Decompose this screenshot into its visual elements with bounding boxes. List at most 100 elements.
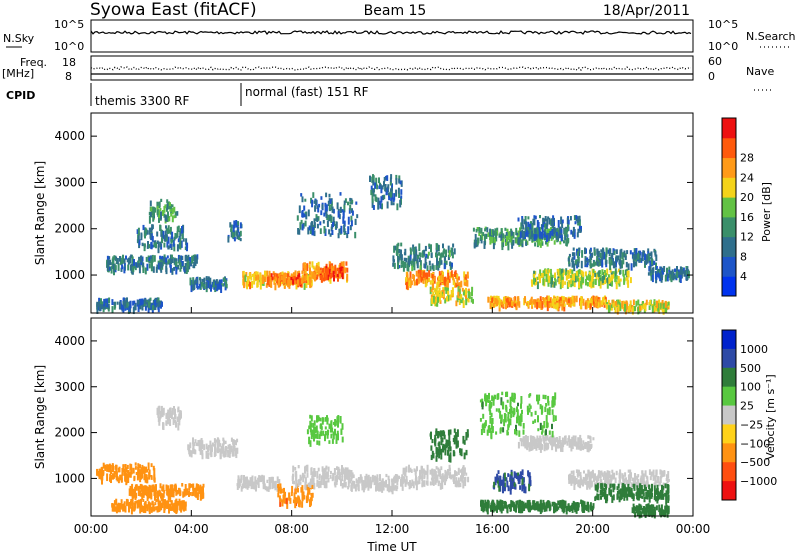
data-cell [609,277,612,283]
data-cell [429,280,432,285]
data-cell [214,285,217,289]
data-cell [590,443,593,448]
data-cell [429,265,432,272]
data-cell [394,485,397,489]
data-cell [330,433,333,439]
data-cell [512,410,515,418]
data-cell [166,203,169,210]
data-cell [165,484,168,491]
data-cell [201,449,204,456]
data-cell [380,196,383,203]
data-cell [260,278,262,285]
data-cell [239,222,242,229]
data-cell [618,268,620,273]
plot-title: Syowa East (fitACF) [90,0,257,20]
data-cell [305,280,308,289]
data-cell [463,271,466,278]
data-cell [199,439,202,444]
power-colorbar-swatch [722,256,736,277]
data-cell [192,488,195,496]
data-cell [533,218,536,226]
data-cell [185,258,188,262]
data-cell [318,473,321,479]
data-cell [431,263,434,270]
data-cell [625,277,628,281]
data-cell [681,268,684,275]
data-cell [499,231,502,236]
data-cell [416,278,418,286]
data-cell [317,417,320,422]
data-cell [266,276,269,281]
data-cell [356,214,359,219]
data-cell [407,265,410,272]
data-cell [167,236,170,244]
data-cell [483,422,486,429]
data-cell [140,484,143,491]
data-cell [520,471,522,479]
data-cell [128,474,131,478]
data-cell [307,209,310,217]
data-cell [573,441,575,446]
data-cell [367,476,369,482]
data-cell [555,298,558,303]
data-cell [435,252,437,258]
data-cell [150,241,153,250]
data-cell [388,192,390,198]
data-cell [272,480,275,486]
data-cell [141,464,144,469]
data-cell [136,263,139,268]
data-cell [277,492,280,498]
data-cell [371,198,374,203]
data-cell [452,243,455,248]
data-cell [539,215,541,219]
data-cell [369,479,372,488]
data-cell [320,196,323,200]
data-cell [504,477,507,482]
data-cell [627,270,630,278]
data-cell [653,305,656,312]
data-cell [615,249,618,255]
data-cell [593,249,596,256]
data-cell [111,258,114,266]
data-cell [392,255,395,262]
data-cell [624,255,627,261]
data-cell [499,500,502,505]
data-cell [157,241,160,248]
data-cell [640,305,643,311]
data-cell [144,475,147,483]
data-cell [250,275,253,281]
data-cell [498,408,501,413]
data-cell [583,502,586,506]
data-cell [303,205,306,211]
data-cell [562,269,565,276]
data-cell [306,263,309,272]
data-cell [568,435,571,443]
data-cell [162,499,165,506]
data-cell [483,503,486,507]
data-cell [313,426,316,432]
data-cell [195,255,198,263]
data-cell [559,297,562,301]
data-cell [522,436,525,442]
data-cell [184,484,187,490]
data-cell [456,278,459,285]
data-cell [449,294,452,301]
data-cell [216,437,219,446]
data-cell [392,197,395,202]
data-cell [429,433,432,437]
data-cell [504,296,507,302]
data-cell [440,466,443,471]
data-cell [442,445,444,453]
data-cell [608,305,611,311]
power-colorbar-swatch [722,157,736,178]
data-cell [150,259,153,268]
data-cell [525,435,527,443]
data-cell [426,464,429,473]
data-cell [344,470,346,477]
data-cell [426,272,429,280]
data-cell [548,228,551,234]
data-cell [379,183,382,188]
data-cell [149,233,152,239]
data-cell [447,277,449,285]
data-cell [350,473,353,480]
